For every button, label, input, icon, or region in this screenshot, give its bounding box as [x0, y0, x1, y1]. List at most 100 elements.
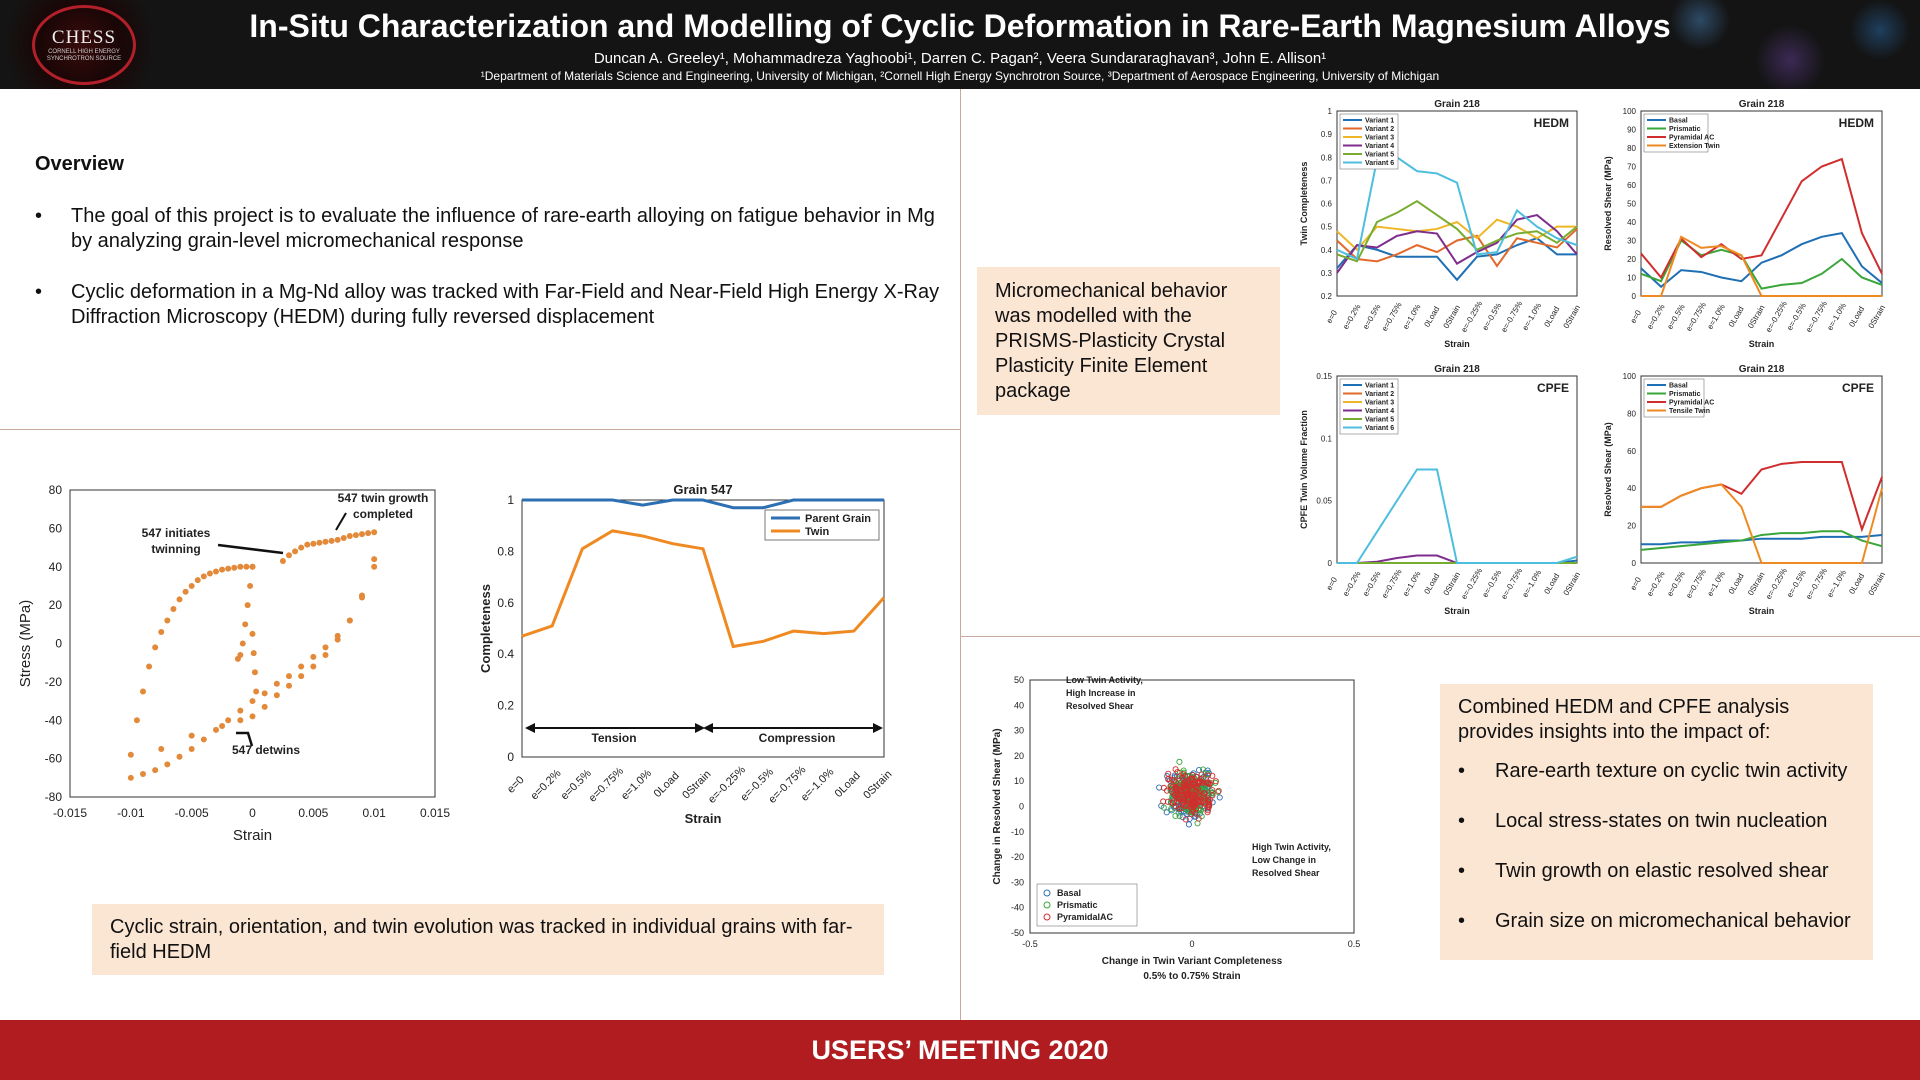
logo-subtitle: CORNELL HIGH ENERGY SYNCHROTRON SOURCE — [46, 49, 122, 62]
data-point — [152, 644, 159, 651]
y-tick-label: 40 — [1014, 700, 1024, 710]
scatter-point — [1182, 806, 1189, 813]
legend-label: Variant 5 — [1365, 152, 1394, 159]
x-axis-label: Strain — [1444, 606, 1470, 616]
scatter-point — [1185, 781, 1192, 788]
data-point — [298, 544, 305, 551]
scatter-point — [1193, 783, 1200, 790]
scatter-point — [1185, 821, 1192, 828]
x-tick-label: 0 — [1189, 939, 1194, 949]
legend-label: Variant 4 — [1365, 143, 1394, 150]
data-point — [194, 577, 201, 584]
y-tick-label: 0.3 — [1321, 269, 1333, 278]
data-point — [273, 692, 280, 699]
x-tick-label: 0Strain — [861, 768, 894, 801]
x-axis-label: Strain — [685, 811, 722, 826]
data-point — [206, 570, 213, 577]
scatter-point — [1184, 801, 1191, 808]
annotation: Low Twin Activity, — [1066, 675, 1143, 685]
y-tick-label: 20 — [1627, 255, 1636, 264]
data-point — [140, 770, 146, 777]
y-tick-label: 60 — [1627, 447, 1636, 456]
y-tick-label: 0.4 — [497, 647, 514, 661]
data-point — [298, 663, 305, 670]
hedm-summary-box: Cyclic strain, orientation, and twin evo… — [92, 904, 884, 975]
data-point — [188, 732, 195, 739]
x-tick-label: e=0 — [505, 774, 527, 796]
scatter-point — [1185, 783, 1192, 790]
x-tick-label: e=0 — [1629, 308, 1644, 325]
y-tick-label: 80 — [1627, 144, 1636, 153]
y-tick-label: 40 — [1627, 218, 1636, 227]
data-point — [127, 751, 134, 758]
scatter-point — [1182, 779, 1189, 786]
x-tick-label: 0Strain — [1746, 304, 1766, 330]
data-point — [164, 617, 171, 624]
vertical-divider — [960, 89, 961, 1020]
y-tick-label: 0.8 — [497, 544, 514, 558]
legend-label: Variant 3 — [1365, 135, 1394, 142]
x-tick-label: e=1.0% — [1401, 570, 1422, 598]
scatter-point — [1198, 799, 1205, 806]
series-line — [522, 498, 884, 510]
x-tick-label: -0.005 — [175, 806, 209, 820]
x-tick-label: e=0.2% — [1645, 303, 1666, 331]
data-point — [261, 690, 268, 697]
legend-label: PyramidalAC — [1057, 912, 1114, 922]
scatter-point — [1190, 803, 1197, 810]
data-point — [279, 557, 286, 564]
overview-bullet-1: • The goal of this project is to evaluate… — [35, 204, 945, 254]
scatter-point — [1215, 787, 1222, 794]
x-tick-label: e=0.5% — [1665, 570, 1686, 598]
footer-bar: USERS’ MEETING 2020 — [0, 1020, 1920, 1080]
y-tick-label: -50 — [1011, 928, 1024, 938]
y-tick-label: 20 — [1627, 522, 1636, 531]
affiliations: ¹Department of Materials Science and Eng… — [480, 69, 1440, 83]
scatter-point — [1189, 772, 1197, 779]
y-tick-label: 0 — [1019, 802, 1024, 812]
data-point — [371, 529, 378, 536]
legend-label: Variant 6 — [1365, 160, 1394, 167]
method-tag: CPFE — [1537, 381, 1569, 395]
y-tick-label: 0.1 — [1321, 434, 1333, 443]
annotation: High Twin Activity, — [1252, 842, 1331, 852]
x-tick-label: 0Strain — [1867, 571, 1887, 597]
data-point — [261, 703, 268, 710]
y-tick-label: 0 — [55, 637, 62, 651]
overview-bullet-2: • Cyclic deformation in a Mg-Nd alloy was… — [35, 280, 945, 330]
data-point — [298, 673, 305, 680]
data-point — [334, 632, 341, 639]
method-tag: HEDM — [1534, 116, 1569, 130]
insight-text: Local stress-states on twin nucleation — [1495, 810, 1828, 832]
x-tick-label: e=1.0% — [1401, 303, 1422, 331]
scatter-point — [1177, 787, 1185, 794]
legend-marker — [1043, 913, 1051, 921]
series-line — [521, 529, 886, 649]
cpfe-summary-text: Micromechanical behavior was modelled wi… — [995, 280, 1228, 402]
authors: Duncan A. Greeley¹, Mohammadreza Yaghoob… — [593, 50, 1327, 67]
annotation: completed — [353, 507, 413, 521]
x-tick-label: e=0.75% — [1380, 568, 1404, 600]
annotation-bracket — [236, 731, 254, 747]
scatter-point — [1160, 784, 1167, 791]
data-point — [200, 573, 207, 580]
data-point — [292, 548, 299, 555]
legend-label: Prismatic — [1669, 126, 1701, 133]
header-bar: CHESS CORNELL HIGH ENERGY SYNCHROTRON SO… — [0, 0, 1920, 89]
y-tick-label: 20 — [1014, 751, 1024, 761]
x-tick-label: e=-0.25% — [1459, 567, 1484, 601]
x-tick-label: e=0.75% — [1684, 568, 1708, 600]
y-tick-label: 1 — [507, 493, 514, 507]
scatter-point — [1195, 767, 1203, 774]
legend-label: Variant 4 — [1365, 408, 1394, 415]
data-point — [158, 628, 165, 635]
y-tick-label: 0.6 — [497, 596, 514, 610]
annotation: Resolved Shear — [1066, 701, 1134, 711]
y-tick-label: 0.9 — [1321, 130, 1333, 139]
series-line — [1641, 461, 1883, 533]
legend-label: Variant 6 — [1365, 425, 1394, 432]
x-tick-label: e=0.5% — [1361, 570, 1382, 598]
x-tick-label: e=-0.75% — [1499, 567, 1524, 601]
data-point — [322, 644, 329, 651]
scatter-point — [1176, 758, 1183, 765]
